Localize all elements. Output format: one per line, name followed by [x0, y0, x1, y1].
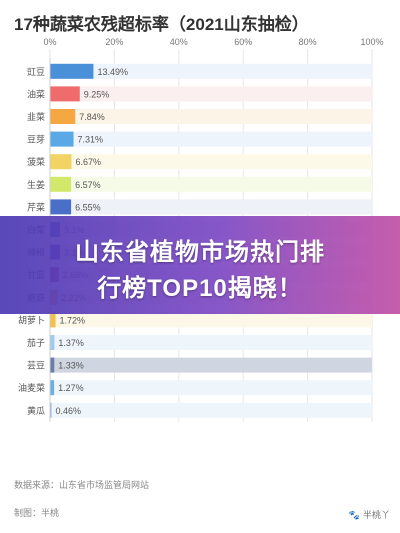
- value-label: 6.55%: [75, 202, 101, 212]
- category-label: 豆芽: [27, 134, 45, 145]
- bar: [50, 380, 55, 396]
- value-label: 6.57%: [75, 180, 101, 190]
- bar: [50, 63, 94, 79]
- bar: [50, 176, 72, 192]
- x-tick-label: 80%: [299, 37, 317, 47]
- bar: [50, 154, 72, 170]
- bar-track: [50, 154, 372, 170]
- bar-track: [50, 199, 372, 215]
- category-label: 芹菜: [27, 201, 45, 212]
- bar: [50, 335, 55, 350]
- bar-track: [50, 357, 372, 373]
- bar: [50, 199, 72, 215]
- x-tick-label: 20%: [105, 37, 123, 47]
- bar-track: [50, 86, 372, 102]
- bar: [50, 131, 74, 147]
- bar-track: [50, 312, 372, 328]
- bar-track: [50, 335, 372, 350]
- category-label: 生姜: [27, 179, 45, 190]
- bar: [50, 109, 76, 124]
- x-tick-label: 60%: [234, 37, 252, 47]
- watermark: 🐾 半桃丫: [349, 508, 390, 521]
- banner-headline-line2: 行榜TOP10揭晓！: [97, 275, 303, 302]
- value-label: 1.27%: [58, 383, 84, 393]
- bar-track: [50, 176, 372, 192]
- banner-headline-line1: 山东省植物市场热门排: [75, 239, 325, 266]
- bar: [50, 402, 52, 418]
- value-label: 7.31%: [78, 135, 104, 145]
- category-label: 油菜: [27, 88, 45, 99]
- value-label: 1.37%: [58, 338, 84, 348]
- category-label: 豇豆: [27, 67, 45, 77]
- value-label: 6.67%: [75, 157, 101, 167]
- chart-title: 17种蔬菜农残超标率（2021山东抽检）: [14, 15, 309, 34]
- value-label: 13.49%: [97, 67, 128, 77]
- bar-track: [50, 402, 372, 418]
- category-label: 菠菜: [27, 156, 45, 167]
- watermark-text: 半桃丫: [362, 510, 390, 520]
- paw-icon: 🐾: [348, 510, 360, 520]
- category-label: 芸豆: [27, 360, 45, 371]
- chart-credit: 制图：半桃: [14, 508, 60, 518]
- value-label: 7.84%: [79, 112, 105, 122]
- x-tick-label: 40%: [170, 37, 188, 47]
- category-label: 黄瓜: [27, 405, 45, 416]
- bar-track: [50, 380, 372, 396]
- value-label: 1.33%: [58, 361, 84, 371]
- category-label: 茄子: [27, 337, 45, 348]
- bar-track: [50, 131, 372, 147]
- category-label: 油麦菜: [18, 382, 45, 393]
- bar-track: [50, 109, 372, 124]
- bar-track: [50, 63, 372, 79]
- data-source-note: 数据来源：山东省市场监管局网站: [14, 480, 150, 490]
- bar: [50, 357, 55, 373]
- bar: [50, 312, 56, 328]
- x-tick-label: 0%: [43, 37, 56, 47]
- category-label: 韭菜: [27, 111, 45, 122]
- bar: [50, 86, 80, 102]
- value-label: 0.46%: [55, 406, 81, 416]
- x-tick-label: 100%: [360, 37, 383, 47]
- overlay-banner: [0, 216, 400, 314]
- category-label: 胡萝卜: [18, 314, 45, 325]
- value-label: 9.25%: [84, 89, 110, 99]
- value-label: 1.72%: [60, 315, 86, 325]
